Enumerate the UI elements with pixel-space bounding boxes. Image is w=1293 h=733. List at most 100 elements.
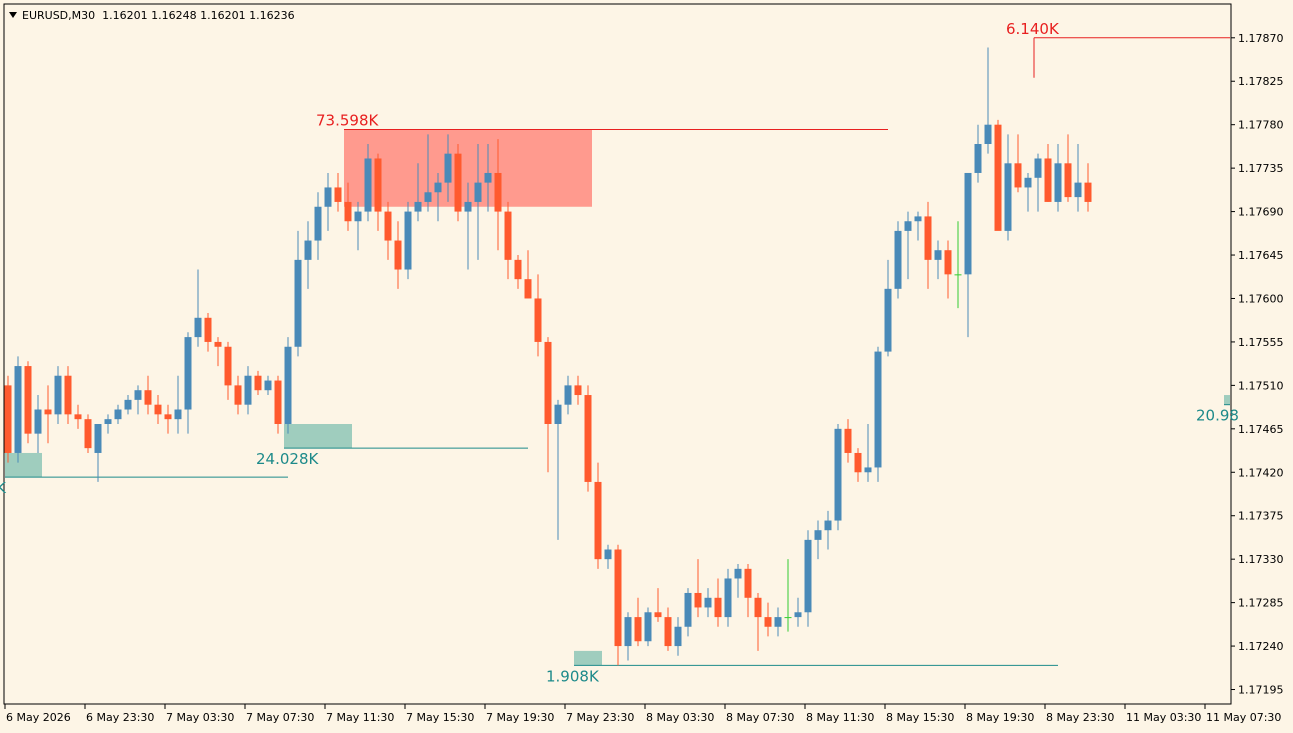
candle [624, 612, 632, 661]
candle [734, 564, 742, 598]
time-tick-label: 11 May 07:30 [1206, 711, 1281, 724]
candle [984, 47, 992, 154]
candle [854, 448, 862, 482]
candle [924, 201, 932, 289]
candle [934, 240, 942, 280]
time-tick-label: 6 May 2026 [6, 711, 71, 724]
candle [294, 230, 302, 357]
time-tick-label: 8 May 03:30 [646, 711, 714, 724]
candle [314, 192, 322, 260]
demand-zone-volume-label: 39K [0, 479, 7, 497]
time-axis[interactable]: 6 May 2026 6 May 23:30 7 May 03:30 7 May 07… [4, 704, 1281, 724]
candle [114, 404, 122, 424]
candle [974, 124, 982, 183]
candle [594, 462, 602, 569]
candle [374, 153, 382, 231]
zone-labels-layer: 73.598K 6.140K 39K 24.028K 1.908K 20.98 [0, 20, 1239, 686]
price-tick-label: 1.17195 [1238, 684, 1284, 697]
price-tick-label: 1.17645 [1238, 249, 1284, 262]
candle [784, 559, 792, 632]
candle [1024, 172, 1032, 212]
candle [364, 144, 372, 222]
candle [654, 588, 662, 622]
candle [864, 424, 872, 482]
candle [684, 588, 692, 637]
candle [1004, 134, 1012, 241]
ohlc-readout: 1.16201 1.16248 1.16201 1.16236 [102, 9, 295, 22]
candle [554, 399, 562, 540]
price-tick-label: 1.17825 [1238, 75, 1284, 88]
price-tick-label: 1.17600 [1238, 292, 1284, 305]
candle [234, 375, 242, 415]
candle [704, 588, 712, 618]
candle [324, 172, 332, 231]
candle [1054, 144, 1062, 212]
symbol-label: EURUSD,M30 [22, 9, 96, 22]
candle [444, 134, 452, 202]
time-tick-label: 7 May 15:30 [406, 711, 474, 724]
candle [524, 250, 532, 299]
candle [394, 221, 402, 289]
collapse-triangle-icon[interactable] [9, 12, 17, 18]
candle [894, 221, 902, 299]
candle [824, 510, 832, 550]
candle [514, 255, 522, 289]
time-tick-label: 7 May 23:30 [566, 711, 634, 724]
candle [474, 144, 482, 260]
time-tick-label: 8 May 15:30 [886, 711, 954, 724]
candle [154, 395, 162, 424]
candle [714, 578, 722, 627]
candle [84, 414, 92, 453]
price-tick-label: 1.17240 [1238, 640, 1284, 653]
candle [954, 221, 962, 309]
supply-zone-volume-label: 73.598K [316, 112, 379, 130]
demand-zone-volume-label: 1.908K [546, 667, 600, 685]
candle [614, 544, 622, 666]
demand-zone-volume-label: 20.98 [1196, 407, 1239, 425]
time-tick-label: 7 May 03:30 [166, 711, 234, 724]
price-tick-label: 1.17870 [1238, 32, 1284, 45]
candle [344, 182, 352, 231]
price-tick-label: 1.17375 [1238, 510, 1284, 523]
candle [354, 201, 362, 251]
candle [944, 240, 952, 299]
price-tick-label: 1.17555 [1238, 336, 1284, 349]
candle [124, 395, 132, 415]
candle [64, 366, 72, 424]
candle [24, 361, 32, 444]
demand-zone-box [574, 650, 602, 666]
candle [254, 370, 262, 396]
price-tick-label: 1.17420 [1238, 466, 1284, 479]
price-tick-label: 1.17735 [1238, 162, 1284, 175]
candle [454, 144, 462, 222]
time-tick-label: 11 May 03:30 [1126, 711, 1201, 724]
candle [74, 404, 82, 429]
candle [144, 375, 152, 415]
candle [834, 424, 842, 531]
candle [574, 375, 582, 405]
candles-layer [4, 47, 1092, 666]
price-axis[interactable]: 1.17870 1.17825 1.17780 1.17735 1.17690 1.176… [1231, 32, 1284, 697]
candle [584, 385, 592, 492]
candle [404, 201, 412, 280]
candle [664, 607, 672, 651]
candle [634, 597, 642, 647]
candle [994, 119, 1002, 231]
candle [244, 366, 252, 415]
candle [744, 564, 752, 618]
price-tick-label: 1.17780 [1238, 119, 1284, 132]
price-tick-label: 1.17465 [1238, 423, 1284, 436]
candle [94, 424, 102, 482]
candle [204, 312, 212, 352]
candle [884, 259, 892, 357]
candle [284, 337, 292, 434]
price-tick-label: 1.17510 [1238, 379, 1284, 392]
candle [4, 375, 12, 463]
candle [194, 269, 202, 347]
candle [764, 602, 772, 637]
candle [794, 597, 802, 627]
time-tick-label: 7 May 11:30 [326, 711, 394, 724]
supply-zone-volume-label: 6.140K [1006, 20, 1060, 38]
